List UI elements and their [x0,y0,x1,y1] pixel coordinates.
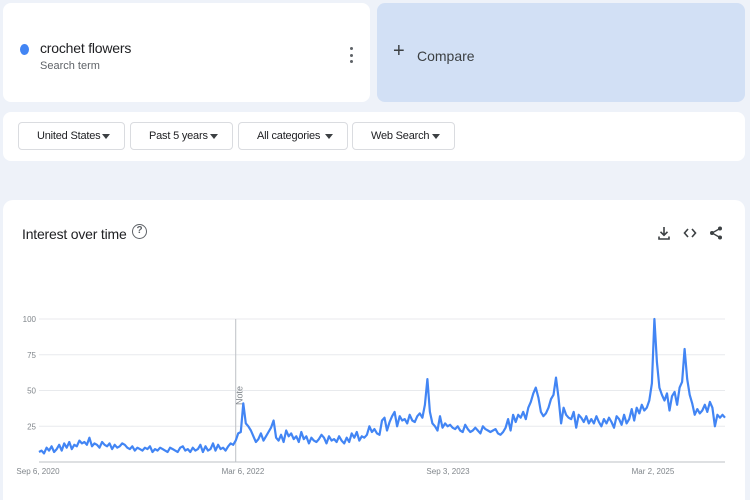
y-tick-label: 50 [27,387,36,396]
caret-down-icon [210,134,218,139]
download-icon[interactable] [656,225,672,241]
filter-bar: United States Past 5 years All categorie… [3,112,745,161]
y-tick-label: 25 [27,422,36,431]
help-icon[interactable]: ? [132,224,147,239]
note-label: Note [235,386,245,405]
x-tick-label: Sep 6, 2020 [16,467,60,476]
search-term-subtitle: Search term [40,60,100,72]
x-tick-label: Mar 6, 2022 [222,467,265,476]
caret-down-icon [102,134,110,139]
x-tick-label: Mar 2, 2025 [632,467,675,476]
region-dropdown[interactable]: United States [18,122,125,150]
search-type-dropdown[interactable]: Web Search [352,122,455,150]
y-tick-label: 75 [27,351,36,360]
category-label: All categories [257,130,321,142]
time-range-label: Past 5 years [149,130,208,142]
interest-over-time-card: Interest over time ? 25 50 75 100 Sep 6, 202… [3,200,745,500]
search-term-name[interactable]: crochet flowers [40,40,132,56]
line-chart: 25 50 75 100 Sep 6, 2020 Mar 6, 2022 Sep 3, 20… [16,315,726,476]
share-icon[interactable] [708,225,724,241]
chart-title: Interest over time [22,226,127,242]
category-dropdown[interactable]: All categories [238,122,348,150]
region-label: United States [37,130,101,142]
more-options-icon[interactable] [346,47,356,63]
compare-label: Compare [417,48,475,64]
embed-icon[interactable] [682,225,698,241]
search-term-card[interactable]: crochet flowers Search term [3,3,370,102]
series-color-dot [20,44,29,55]
x-tick-label: Sep 3, 2023 [426,467,470,476]
compare-button[interactable]: + Compare [377,3,745,102]
y-tick-label: 100 [23,315,37,324]
caret-down-icon [325,134,333,139]
caret-down-icon [432,134,440,139]
series-line-crochet-flowers [38,317,726,455]
search-type-label: Web Search [371,130,430,142]
plus-icon: + [393,40,405,62]
time-range-dropdown[interactable]: Past 5 years [130,122,233,150]
